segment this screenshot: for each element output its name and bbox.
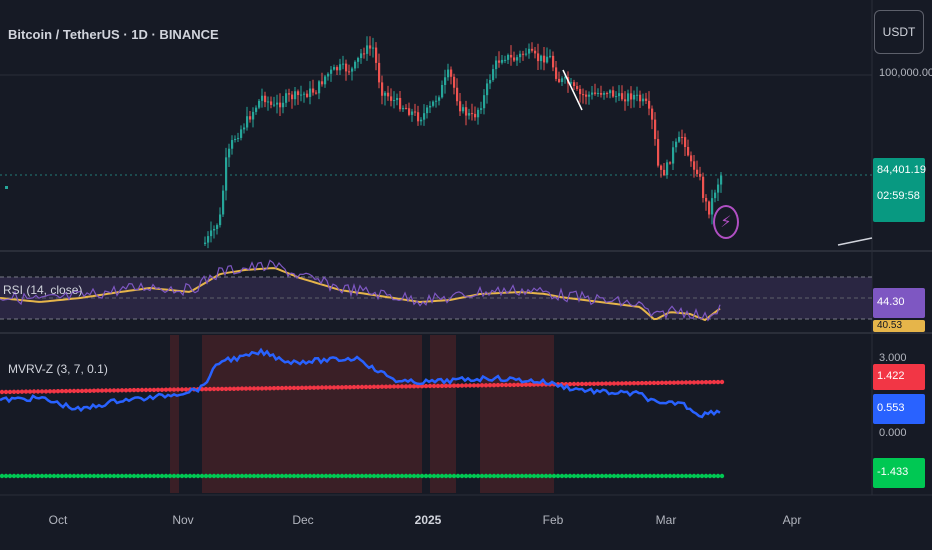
symbol-title[interactable]: Bitcoin / TetherUS · 1D · BINANCE [8,27,219,42]
price-marker [5,186,8,189]
time-axis-label-apr: Apr [782,513,802,527]
time-axis-label-oct: Oct [48,513,68,527]
currency-button[interactable]: USDT [874,10,924,54]
bar-countdown: 02:59:58 [877,190,920,202]
ray-drawing[interactable] [837,237,873,246]
time-axis-label-mar: Mar [655,513,677,527]
mvrv-zero-tick: 0.000 [879,427,907,439]
rsi-ma-tag: 40.53 [873,320,925,332]
mvrv-lower-band-tag: -1.433 [873,458,925,488]
rsi-line [0,259,721,322]
mvrv-upper-band-tag: 1.422 [873,364,925,390]
time-axis-label-nov: Nov [172,513,194,527]
mvrv-indicator-label[interactable]: MVRV-Z (3, 7, 0.1) [8,362,108,376]
drawings[interactable] [562,69,873,246]
last-price-value: 84,401.19 [877,164,926,176]
rsi-indicator-label[interactable]: RSI (14, close) [3,283,83,297]
time-axis-label-feb: Feb [542,513,564,527]
candles[interactable] [204,36,723,249]
time-axis-label-dec: Dec [292,513,314,527]
trend-line-drawing[interactable] [562,69,583,111]
time-axis-label-2025: 2025 [414,513,442,527]
mvrv-upper-tick: 3.000 [879,352,907,364]
price-tick-round-level: 100,000.00 [879,67,932,79]
mvrv-lower-band-dots [0,473,725,479]
last-price-tag[interactable]: 84,401.19 02:59:58 [873,158,926,222]
rsi-ma-line [0,267,721,322]
mvrv-z-line [0,347,721,419]
mvrv-value-tag: 0.553 [873,394,925,424]
rsi-value-tag: 44.30 [873,288,925,318]
lightning-icon[interactable]: ⚡ [713,205,739,239]
